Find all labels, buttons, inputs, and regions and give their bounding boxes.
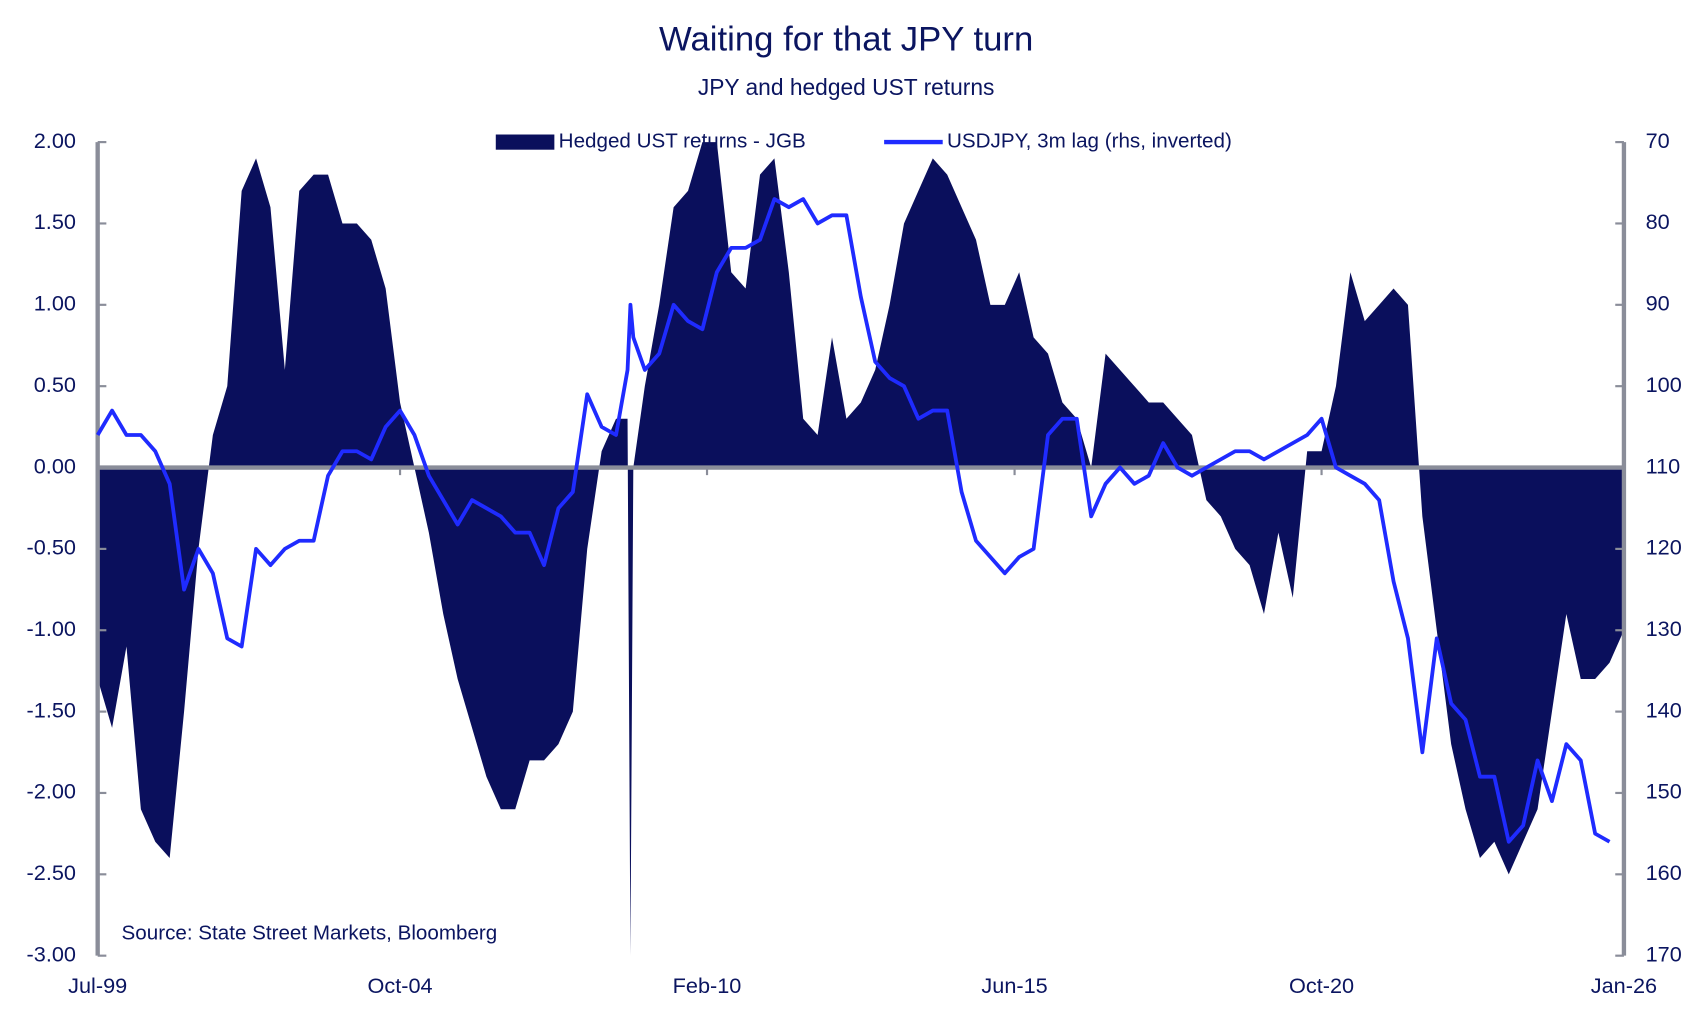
area-series bbox=[97, 142, 1624, 956]
y2-tick-label: 140 bbox=[1646, 697, 1682, 722]
y2-tick-label: 90 bbox=[1646, 291, 1670, 316]
y-tick-label: 0.00 bbox=[34, 453, 76, 478]
x-tick-label: Oct-20 bbox=[1289, 973, 1354, 998]
source-note: Source: State Street Markets, Bloomberg bbox=[122, 921, 498, 944]
line-series bbox=[96, 197, 1611, 844]
x-tick-label: Jul-99 bbox=[68, 973, 127, 998]
y-tick-label: -0.50 bbox=[27, 535, 76, 560]
x-tick-label: Jun-15 bbox=[981, 973, 1047, 998]
y-tick-label: 1.00 bbox=[34, 291, 76, 316]
plot-area: 2.00 1.50 1.00 0.50 0.00 -0.50 -1.00 -1.50 -2.00… bbox=[27, 128, 1682, 998]
chart-subtitle: JPY and hedged UST returns bbox=[698, 74, 995, 100]
y2-tick-label: 150 bbox=[1646, 779, 1682, 804]
y2-tick-label: 160 bbox=[1646, 860, 1682, 885]
y-tick-label: -2.00 bbox=[27, 779, 76, 804]
legend-label: Hedged UST returns - JGB bbox=[559, 130, 806, 153]
x-tick-label: Oct-04 bbox=[367, 973, 432, 998]
y2-tick-label: 100 bbox=[1646, 372, 1682, 397]
y-tick-label: -1.50 bbox=[27, 697, 76, 722]
y2-tick-label: 120 bbox=[1646, 535, 1682, 560]
legend-label: USDJPY, 3m lag (rhs, inverted) bbox=[947, 130, 1232, 153]
y-tick-label: 0.50 bbox=[34, 372, 76, 397]
y2-tick-label: 110 bbox=[1646, 453, 1681, 478]
y2-tick-label: 170 bbox=[1646, 941, 1682, 966]
y-tick-label: 1.50 bbox=[34, 209, 76, 234]
x-tick-label: Jan-26 bbox=[1591, 973, 1657, 998]
y2-tick-label: 70 bbox=[1646, 128, 1670, 153]
legend: Hedged UST returns - JGB USDJPY, 3m lag (… bbox=[495, 130, 1232, 153]
legend-swatch bbox=[495, 134, 555, 150]
y2-tick-label: 80 bbox=[1646, 209, 1670, 234]
y2-tick-label: 130 bbox=[1646, 616, 1682, 641]
y-tick-label: -1.00 bbox=[27, 616, 76, 641]
y-tick-label: -2.50 bbox=[27, 860, 76, 885]
y-tick-label: 2.00 bbox=[34, 128, 76, 153]
x-tick-label: Feb-10 bbox=[673, 973, 742, 998]
y-tick-label: -3.00 bbox=[27, 941, 76, 966]
chart-title: Waiting for that JPY turn bbox=[659, 20, 1033, 58]
